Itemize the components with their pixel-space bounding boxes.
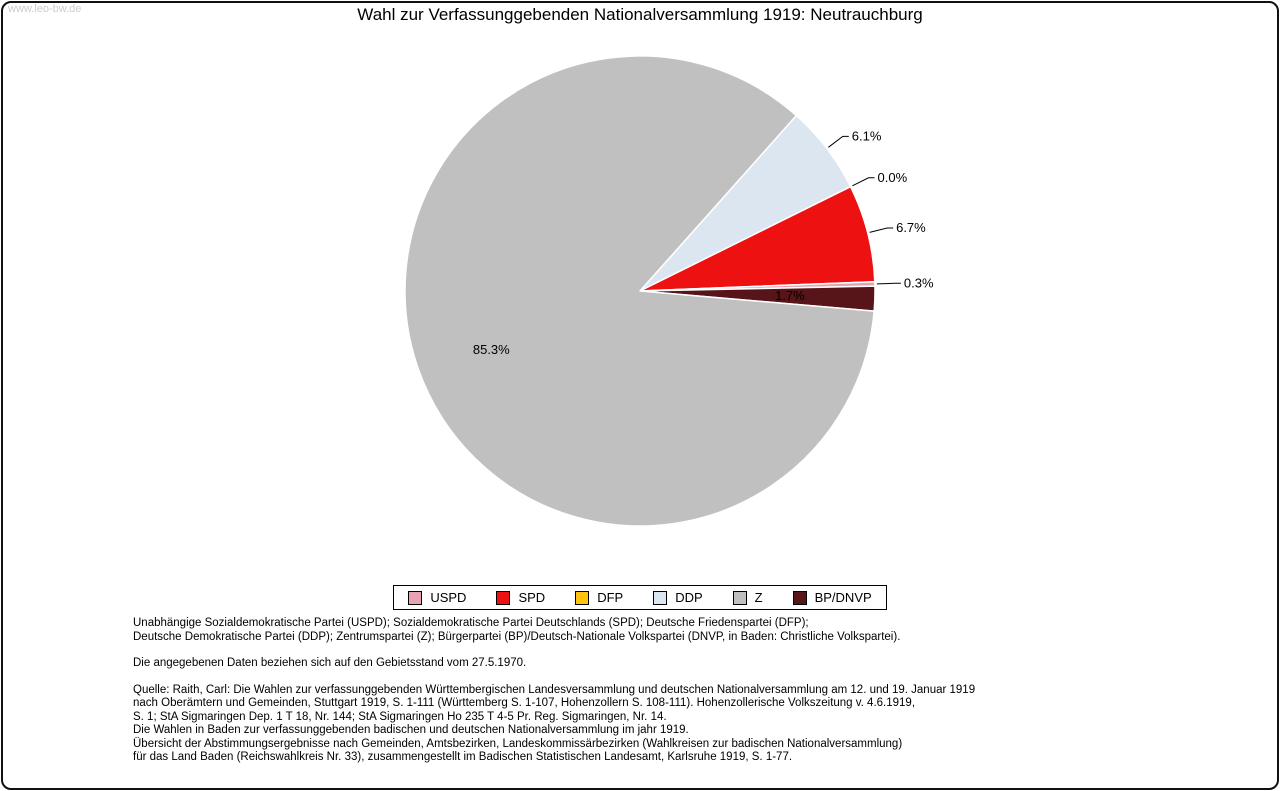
pie-chart: 0.3% 6.7% 0.0% 6.1% 85.3% 1.7% bbox=[404, 55, 934, 527]
slice-label-spd: 6.7% bbox=[896, 220, 926, 235]
legend-label: Z bbox=[754, 590, 763, 605]
text-line: S. 1; StA Sigmaringen Dep. 1 T 18, Nr. 1… bbox=[133, 710, 667, 723]
chart-title: Wahl zur Verfassunggebenden Nationalvers… bbox=[357, 5, 923, 24]
legend-swatch-bp-dnvp bbox=[792, 590, 807, 605]
legend-label: USPD bbox=[430, 590, 467, 605]
text-line: für das Land Baden (Reichswahlkreis Nr. … bbox=[133, 751, 793, 763]
legend-item-z: Z bbox=[732, 590, 763, 605]
legend-item-dfp: DFP bbox=[575, 590, 623, 605]
pie-slice-z bbox=[404, 55, 875, 527]
text-line: Unabhängige Sozialdemokratische Partei (… bbox=[133, 617, 809, 629]
abbreviations-paragraph: Unabhängige Sozialdemokratische Partei (… bbox=[133, 617, 975, 644]
legend-swatch-z bbox=[732, 590, 747, 605]
gebietsstand-note: Die angegebenen Daten beziehen sich auf … bbox=[133, 657, 527, 669]
legend-item-ddp: DDP bbox=[653, 590, 703, 605]
legend-item-spd: SPD bbox=[496, 590, 545, 605]
watermark: www.leo-bw.de bbox=[8, 3, 82, 15]
text-line: Übersicht der Abstimmungsergebnisse nach… bbox=[133, 737, 903, 750]
callout-leader-line bbox=[869, 227, 894, 233]
slice-label-z: 85.3% bbox=[473, 342, 510, 357]
slice-label-dfp: 0.0% bbox=[878, 170, 908, 185]
legend-label: BP/DNVP bbox=[814, 590, 872, 605]
legend-box: USPD SPD DFP DDP Z BP/DNVP bbox=[393, 585, 887, 610]
text-line: Die Wahlen in Baden zur verfassunggebend… bbox=[133, 724, 689, 736]
footnotes: Unabhängige Sozialdemokratische Partei (… bbox=[133, 617, 975, 778]
slice-label-bp-dnvp: 1.7% bbox=[775, 288, 805, 303]
legend-label: DDP bbox=[675, 590, 703, 605]
slice-label-uspd: 0.3% bbox=[904, 275, 934, 290]
legend-swatch-ddp bbox=[653, 590, 668, 605]
legend-item-uspd: USPD bbox=[408, 590, 466, 605]
callout-leader-line bbox=[828, 135, 849, 148]
text-line: Deutsche Demokratische Partei (DDP); Zen… bbox=[133, 630, 901, 643]
legend: USPD SPD DFP DDP Z BP/DNVP bbox=[0, 585, 1280, 610]
legend-swatch-dfp bbox=[575, 590, 590, 605]
text-line: Quelle: Raith, Carl: Die Wahlen zur verf… bbox=[133, 683, 976, 696]
text-line: nach Oberämtern und Gemeinden, Stuttgart… bbox=[133, 697, 916, 709]
legend-swatch-uspd bbox=[408, 590, 423, 605]
legend-swatch-spd bbox=[496, 590, 511, 605]
slice-label-ddp: 6.1% bbox=[852, 128, 882, 143]
callout-leader-line bbox=[852, 177, 875, 187]
source-paragraph: Quelle: Raith, Carl: Die Wahlen zur verf… bbox=[133, 684, 975, 765]
legend-label: SPD bbox=[518, 590, 546, 605]
legend-label: DFP bbox=[597, 590, 624, 605]
callout-leader-line bbox=[876, 282, 901, 285]
legend-item-bp-dnvp: BP/DNVP bbox=[792, 590, 872, 605]
